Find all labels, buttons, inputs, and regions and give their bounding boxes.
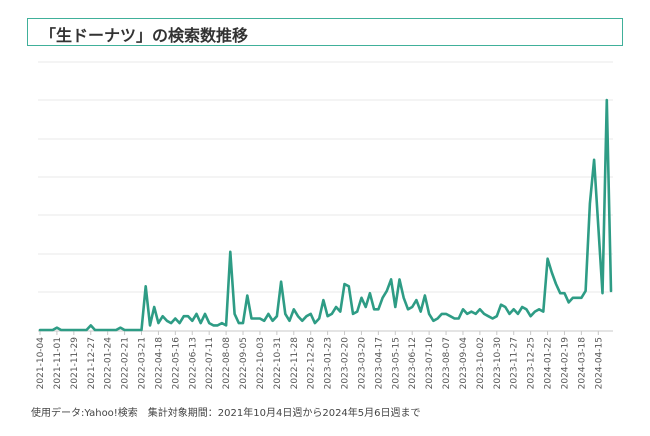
x-tick-label: 2022-06-13 — [188, 337, 198, 389]
data-source-footnote: 使用データ:Yahoo!検索 集計対象期間：2021年10月4日週から2024年… — [31, 408, 421, 419]
series-line — [38, 98, 613, 332]
x-tick-label: 2022-09-05 — [239, 337, 249, 389]
x-tick-label: 2023-02-20 — [341, 337, 351, 390]
x-tick-label: 2022-10-31 — [273, 337, 283, 389]
chart-title-box: 「生ドーナツ」の検索数推移 — [27, 18, 623, 46]
x-tick-label: 2022-08-08 — [222, 337, 232, 390]
x-tick-label: 2023-03-20 — [357, 337, 367, 390]
x-tick-label: 2023-12-25 — [527, 337, 537, 389]
x-tick-label: 2022-04-18 — [154, 337, 164, 390]
x-tick-label: 2024-03-18 — [577, 337, 587, 390]
x-tick-label: 2022-12-26 — [307, 337, 317, 390]
x-tick-label: 2022-05-16 — [171, 337, 181, 390]
x-tick-label: 2022-03-21 — [138, 337, 148, 389]
x-tick-labels: 2021-10-04 2021-11-01 2021-11-29 2021-12-27… — [36, 337, 604, 390]
x-tick-label: 2023-09-04 — [459, 337, 469, 390]
x-tick-label: 2022-11-28 — [290, 337, 300, 390]
x-tick-label: 2021-12-27 — [87, 337, 97, 389]
x-tick-label: 2021-10-04 — [36, 337, 46, 390]
x-tick-label: 2024-04-15 — [594, 337, 604, 389]
series-layer — [38, 98, 613, 332]
x-tick-label: 2023-11-27 — [510, 337, 520, 389]
x-tick-label: 2023-08-07 — [442, 337, 452, 389]
x-tick-label: 2021-11-29 — [70, 337, 80, 390]
x-tick-label: 2023-01-23 — [324, 337, 334, 389]
x-tick-label: 2023-05-15 — [391, 337, 401, 389]
x-tick-label: 2022-07-11 — [205, 337, 215, 389]
chart-title: 「生ドーナツ」の検索数推移 — [40, 26, 249, 45]
x-tick-label: 2022-02-21 — [121, 337, 131, 389]
x-axis — [38, 330, 613, 335]
x-tick-label: 2023-07-10 — [425, 337, 435, 390]
gridlines — [38, 61, 613, 293]
x-tick-label: 2022-10-03 — [256, 337, 266, 389]
x-tick-label: 2024-01-22 — [544, 337, 554, 389]
x-tick-label: 2023-10-30 — [493, 337, 503, 390]
line-chart: 2021-10-04 2021-11-01 2021-11-29 2021-12-27… — [36, 61, 613, 390]
x-tick-label: 2024-02-19 — [560, 337, 570, 390]
x-tick-label: 2023-10-02 — [476, 337, 486, 389]
x-tick-label: 2021-11-01 — [53, 337, 63, 389]
x-tick-label: 2023-04-17 — [374, 337, 384, 389]
x-tick-label: 2023-06-12 — [408, 337, 418, 389]
x-tick-label: 2022-01-24 — [104, 337, 114, 390]
